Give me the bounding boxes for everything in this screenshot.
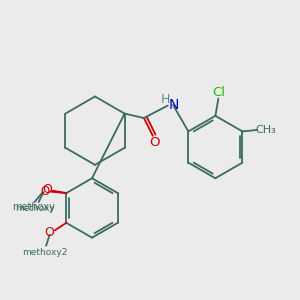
Text: methoxy2: methoxy2 [22,248,67,257]
Text: methoxy: methoxy [15,204,55,213]
Text: Cl: Cl [212,85,226,98]
Text: H: H [160,92,170,106]
Text: methoxy: methoxy [12,202,54,212]
Text: O: O [41,185,50,198]
Text: O: O [149,136,159,149]
Text: O: O [45,226,55,238]
Text: CH₃: CH₃ [255,125,276,135]
Text: O: O [42,183,52,196]
Text: N: N [169,98,179,112]
